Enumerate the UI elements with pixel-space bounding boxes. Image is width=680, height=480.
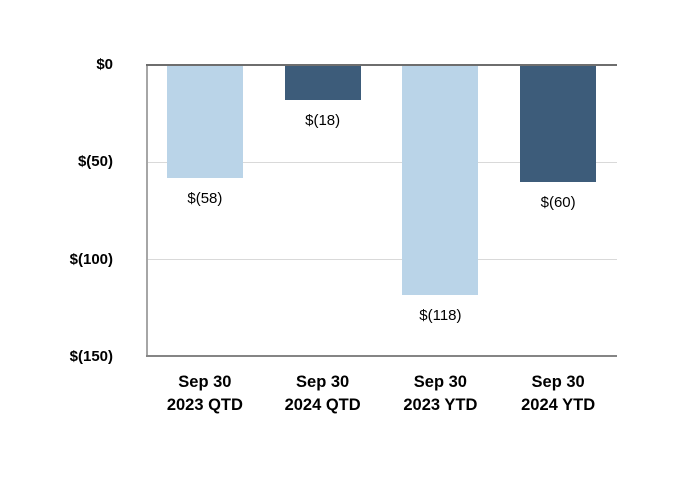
data-label: $(118) — [419, 306, 462, 324]
x-axis-category-label: Sep 30 2024 YTD — [521, 373, 596, 414]
y-axis-tick-label: $0 — [96, 56, 113, 73]
data-label: $(58) — [187, 189, 223, 207]
data-label: $(18) — [305, 112, 341, 130]
bar-sep-30-2024-qtd — [284, 65, 361, 101]
y-axis-tick-label: $(150) — [69, 348, 113, 365]
x-axis-category-label: Sep 30 2023 QTD — [166, 373, 243, 414]
x-axis-line — [146, 355, 617, 357]
gridline — [146, 259, 617, 261]
y-axis-tick-label: $(100) — [69, 250, 113, 268]
y-axis-tick-label: $(50) — [77, 153, 113, 171]
bar-sep-30-2024-ytd — [520, 65, 597, 182]
bar-sep-30-2023-ytd — [402, 65, 479, 295]
zero-baseline — [146, 64, 617, 66]
gridline — [146, 161, 617, 163]
data-label: $(60) — [540, 193, 576, 211]
x-axis-category-label: Sep 30 2024 QTD — [284, 373, 361, 414]
bar-sep-30-2023-qtd — [166, 65, 243, 178]
y-axis-line — [146, 65, 148, 357]
plot-area — [146, 64, 617, 357]
x-axis-category-label: Sep 30 2023 YTD — [403, 373, 478, 414]
